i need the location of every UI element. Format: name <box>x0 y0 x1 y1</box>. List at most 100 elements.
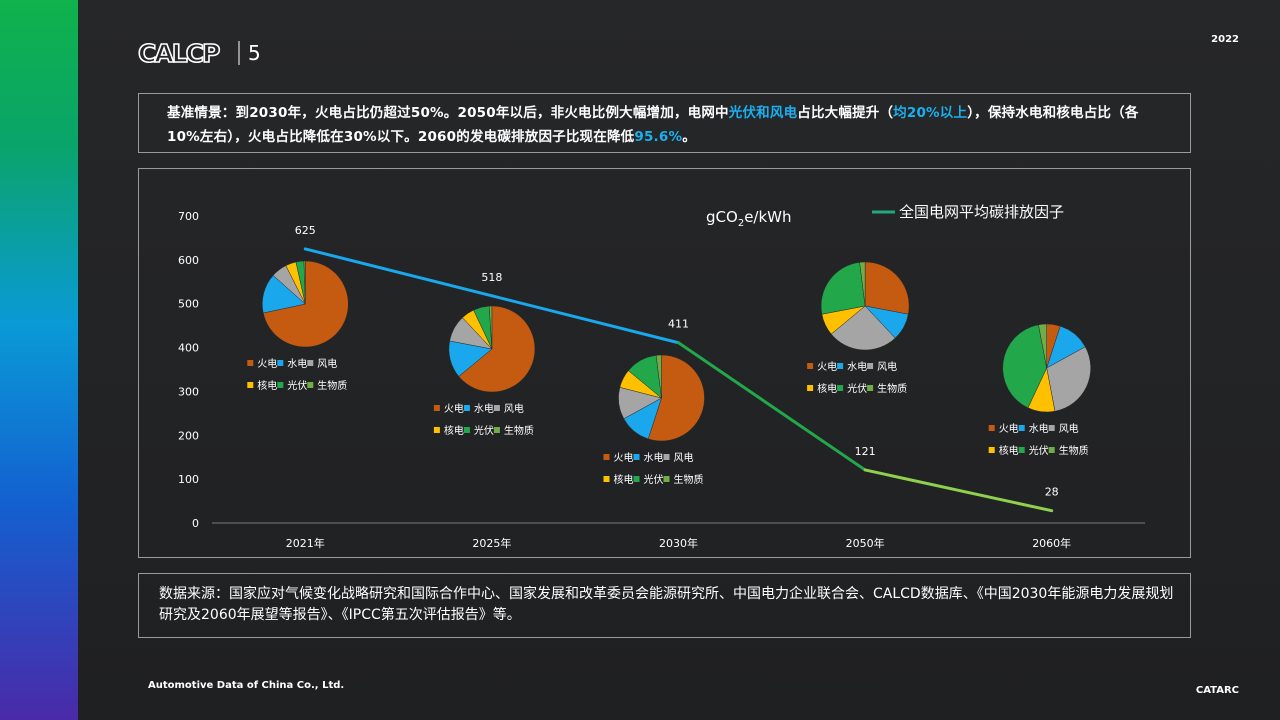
y-tick-label: 400 <box>178 342 199 355</box>
pie-legend-swatch <box>633 454 640 460</box>
pie-legend-swatch <box>988 425 995 431</box>
pie-legend-swatch <box>493 405 500 411</box>
pie-slice <box>1038 323 1047 369</box>
pie-legend-label: 生物质 <box>877 382 907 395</box>
pie-legend-label: 风电 <box>317 357 337 370</box>
data-label: 28 <box>1045 486 1059 499</box>
pie-legend-swatch <box>837 363 844 369</box>
pie-slice <box>655 354 662 399</box>
pie-legend-swatch <box>277 382 284 388</box>
pie-slice <box>262 260 349 348</box>
summary-highlight: 均20%以上 <box>893 105 968 121</box>
summary-text: 基准情景：到2030年，火电占比仍超过50%。2050年以后，非火电比例大幅增加… <box>167 101 1168 149</box>
pie-legend-swatch <box>433 427 440 433</box>
pie-legend-label: 光伏 <box>474 424 494 437</box>
pie-legend-label: 光伏 <box>287 379 307 392</box>
unit-label: gCO2e/kWh <box>706 208 792 229</box>
summary-box: 基准情景：到2030年，火电占比仍超过50%。2050年以后，非火电比例大幅增加… <box>138 93 1191 153</box>
footer-brand: CATARC <box>1195 685 1239 696</box>
summary-segment: 基准情景：到2030年，火电占比仍超过50%。2050年以后，非火电比例大幅增加… <box>167 105 729 121</box>
logo-text: CALCP <box>138 39 220 68</box>
pie-legend-label: 火电 <box>257 357 277 370</box>
pie-legend-swatch <box>807 385 814 391</box>
pie-legend-label: 风电 <box>1059 422 1079 435</box>
data-label: 625 <box>295 224 316 237</box>
y-tick-label: 600 <box>178 254 199 267</box>
pie-legend-label: 核电 <box>817 382 837 395</box>
pie-slice <box>859 261 866 307</box>
pie-legend-swatch <box>463 427 470 433</box>
pie-legend-label: 水电 <box>474 402 494 415</box>
pie-legend-swatch <box>247 382 254 388</box>
x-tick-label: 2050年 <box>846 536 885 550</box>
series-line-segment <box>490 294 680 345</box>
pie-slice <box>820 262 866 315</box>
side-gradient-stripe <box>0 0 78 720</box>
pie-legend-label: 核电 <box>257 379 277 392</box>
pie-legend-label: 水电 <box>287 357 307 370</box>
pie-legend-label: 水电 <box>1029 422 1049 435</box>
series-line-segment <box>863 468 1054 513</box>
pie-legend-swatch <box>663 454 670 460</box>
data-label: 121 <box>855 445 876 458</box>
x-tick-label: 2025年 <box>472 536 511 550</box>
summary-segment: ），保持水电和核电占比（各10%左右），火电占比降低在30%以下。2060的发电… <box>167 105 1139 145</box>
pie-legend-swatch <box>603 476 610 482</box>
pie-legend-label: 风电 <box>877 360 897 373</box>
y-tick-label: 0 <box>192 517 199 530</box>
series-line-segment <box>303 247 494 298</box>
emission-factor-chart: 0 100 200 300 400 500 600 700 2021年 2025年 2030年 205… <box>178 203 1145 550</box>
pie-legend-label: 生物质 <box>317 379 347 392</box>
pie-legend-label: 光伏 <box>847 382 867 395</box>
pie-legend-label: 风电 <box>674 451 694 464</box>
logo-number: 5 <box>248 41 261 65</box>
pie-legend-label: 火电 <box>817 360 837 373</box>
pie-legend-label: 生物质 <box>504 424 534 437</box>
x-tick-label: 2030年 <box>659 536 698 550</box>
pie-slice <box>488 305 493 350</box>
pie-legend-swatch <box>493 427 500 433</box>
report-year: 2022 <box>1211 34 1239 45</box>
pie-legend-swatch <box>247 360 254 366</box>
pie-legend-label: 火电 <box>614 451 634 464</box>
pie-legend-swatch <box>1048 447 1055 453</box>
pie-legend-label: 生物质 <box>674 473 704 486</box>
pie-legend-swatch <box>807 363 814 369</box>
pie-slice <box>303 260 306 305</box>
pie-legend-swatch <box>633 476 640 482</box>
pie-legend-swatch <box>1018 447 1025 453</box>
y-tick-label: 100 <box>178 473 199 486</box>
pie-slice <box>830 305 896 351</box>
summary-highlight: 光伏和风电 <box>728 105 798 121</box>
pie-slice <box>458 305 536 393</box>
source-box: 数据来源：国家应对气候变化战略研究和国际合作中心、国家发展和改革委员会能源研究所… <box>138 573 1191 638</box>
pie-legend-label: 光伏 <box>644 473 664 486</box>
summary-highlight: 95.6% <box>634 129 683 145</box>
pie-legend-label: 火电 <box>999 422 1019 435</box>
y-tick-label: 200 <box>178 429 199 442</box>
pie-slice <box>864 261 910 315</box>
x-tick-label: 2021年 <box>286 536 325 550</box>
pie-legend-swatch <box>277 360 284 366</box>
y-tick-label: 300 <box>178 385 199 398</box>
pie-legend-label: 核电 <box>444 424 464 437</box>
pie-legend-label: 火电 <box>444 402 464 415</box>
pie-legend-swatch <box>837 385 844 391</box>
pie-slice <box>647 354 705 442</box>
pie-legend-label: 水电 <box>644 451 664 464</box>
pie-legend-label: 生物质 <box>1059 444 1089 457</box>
y-tick-label: 500 <box>178 298 199 311</box>
footer-company: Automotive Data of China Co., Ltd. <box>148 680 345 691</box>
pie-legend-label: 风电 <box>504 402 524 415</box>
x-tick-label: 2060年 <box>1032 536 1071 550</box>
pie-legend-swatch <box>1018 425 1025 431</box>
pie-legend-swatch <box>603 454 610 460</box>
summary-segment: 。 <box>682 129 696 145</box>
summary-segment: 占比大幅提升（ <box>797 105 894 121</box>
pie-legend-swatch <box>307 360 314 366</box>
chart-box: 0 100 200 300 400 500 600 700 2021年 2025年 2030年 205… <box>138 168 1191 558</box>
pie-legend-label: 核电 <box>999 444 1019 457</box>
pie-legend-swatch <box>433 405 440 411</box>
pie-legend-swatch <box>867 385 874 391</box>
pie-legend-label: 光伏 <box>1029 444 1049 457</box>
